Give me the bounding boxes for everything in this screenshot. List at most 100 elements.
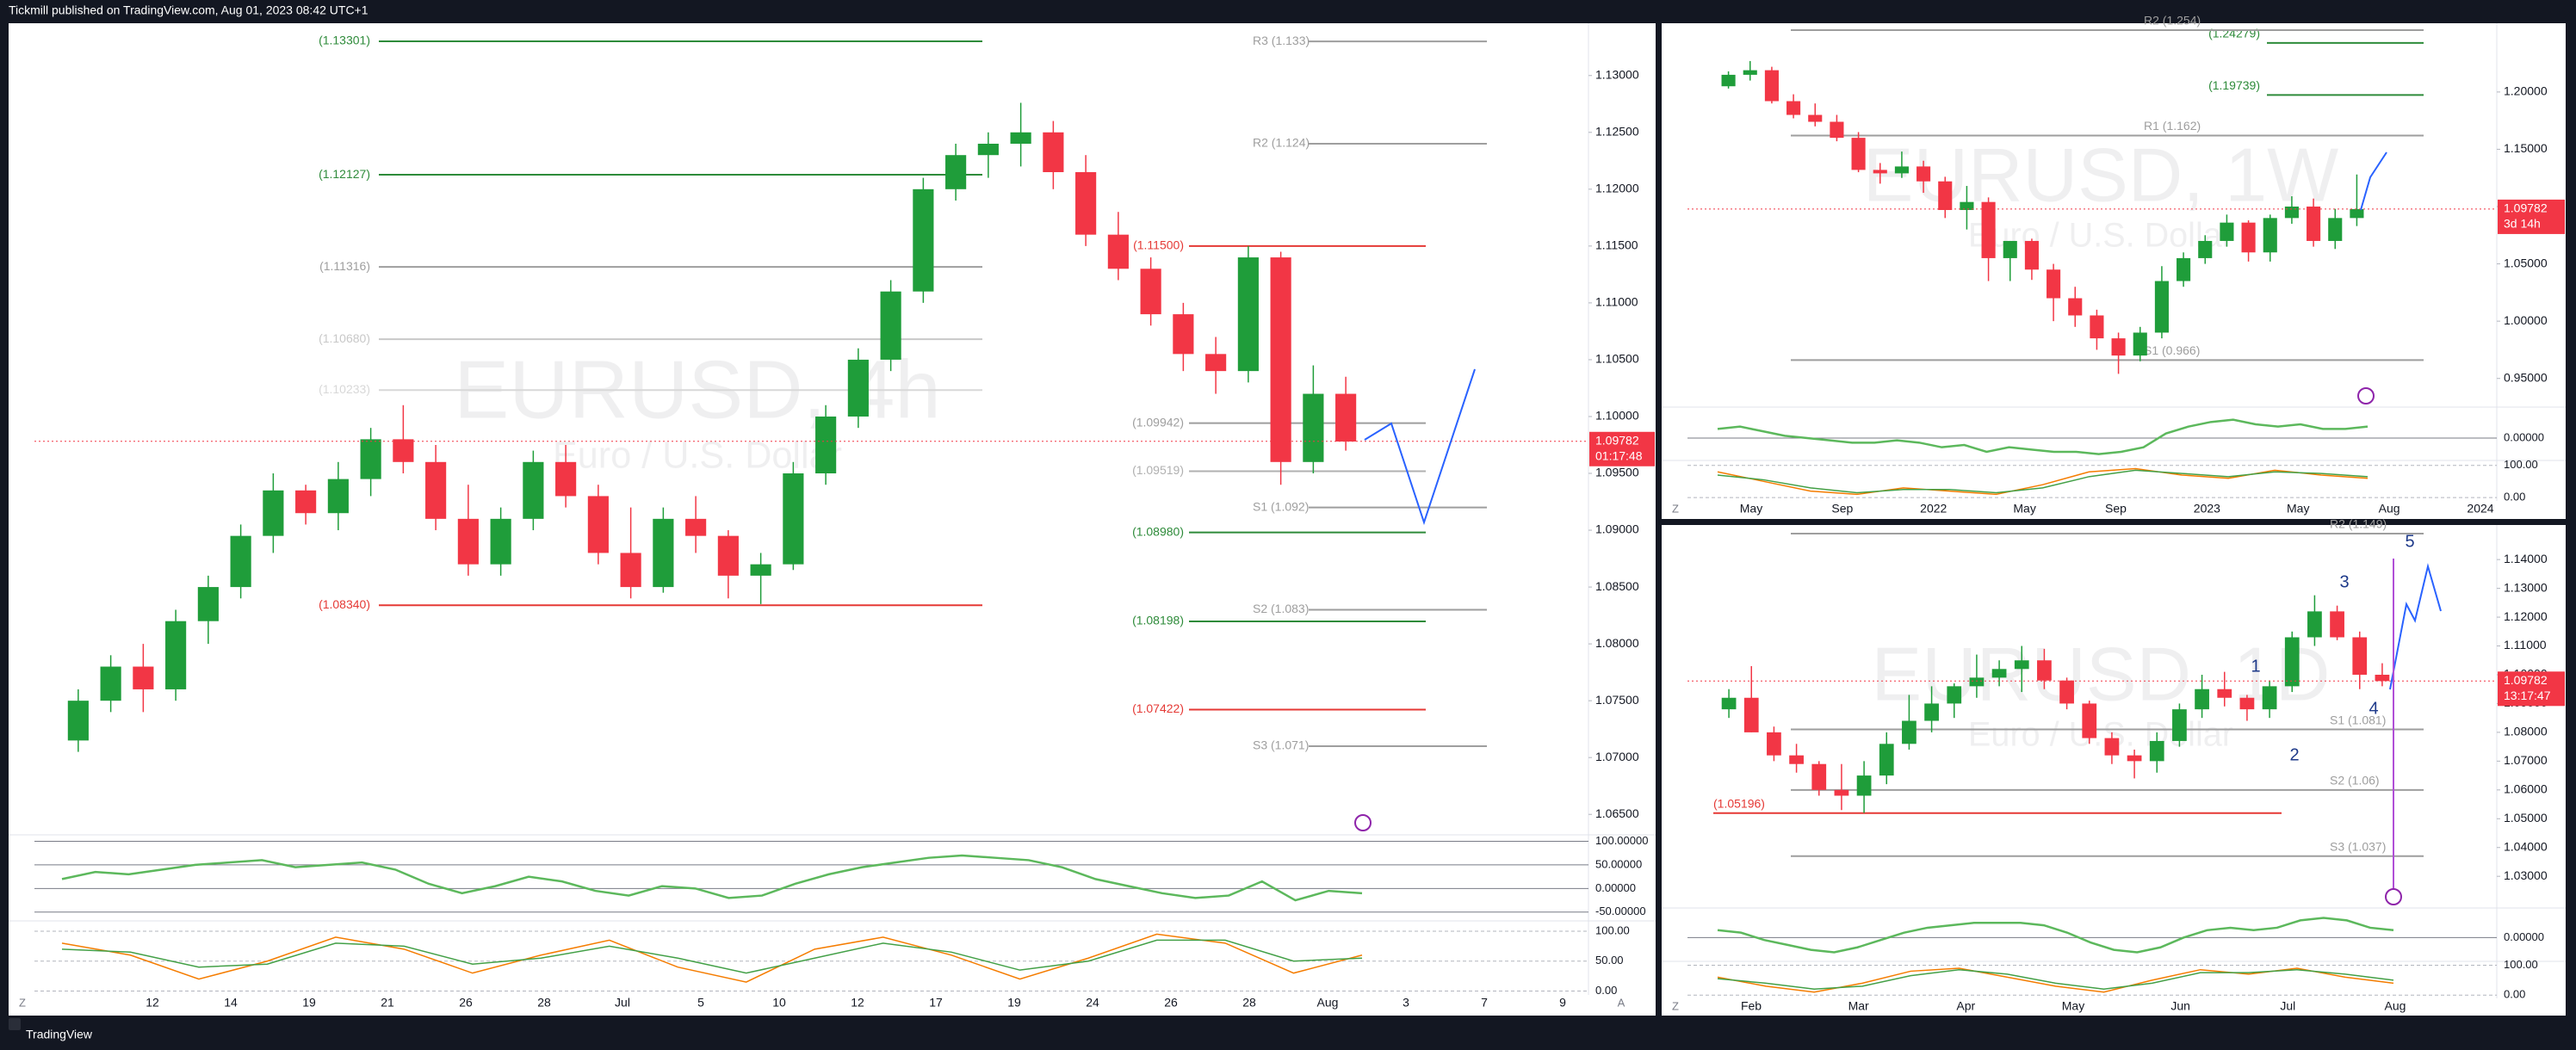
y-tick-label: 1.03000 — [2504, 868, 2548, 882]
candle-body — [1335, 393, 1357, 442]
candle-body — [2003, 240, 2017, 258]
candle-body — [263, 490, 284, 536]
price-tag — [2498, 671, 2565, 707]
candle-body — [717, 535, 739, 576]
oscillator-line — [1717, 917, 2394, 954]
y-tick-label: 1.08500 — [1595, 579, 1639, 593]
x-tick-label: 7 — [1481, 996, 1488, 1010]
event-icon[interactable] — [2357, 387, 2375, 405]
candle-body — [1767, 732, 1781, 756]
level-label: R1 (1.162) — [2144, 119, 2201, 133]
chart-layer: 1.13000 1.12500 1.12000 1.11500 1.11000 1.105… — [9, 23, 2566, 1013]
watermark-title: EURUSD, 1D — [1872, 631, 2331, 716]
candle-body — [2133, 332, 2147, 356]
scale-button[interactable]: Z — [1672, 502, 1679, 515]
candle-body — [1991, 669, 2007, 678]
candle-body — [457, 518, 479, 565]
y-tick-label: 1.11000 — [2504, 638, 2547, 652]
candle-body — [2014, 660, 2029, 670]
candle-body — [1879, 744, 1894, 776]
y-tick-label: 1.08000 — [2504, 725, 2548, 738]
x-tick-label: Sep — [1831, 502, 1853, 516]
price-tag-label: 1.09782 — [2504, 673, 2548, 687]
price-tag-label: 1.09782 — [2504, 201, 2548, 215]
candle-body — [913, 188, 934, 292]
candle-body — [1811, 763, 1827, 790]
candle-body — [197, 587, 219, 621]
candle-body — [1947, 686, 1962, 704]
candle-body — [1270, 257, 1291, 462]
stoch-tick-label: 0.00 — [1595, 984, 1617, 997]
candle-body — [1764, 70, 1779, 102]
scale-button[interactable]: Z — [19, 996, 26, 1009]
level-label: S1 (1.092) — [1253, 499, 1309, 513]
candle-body — [2239, 697, 2255, 710]
x-tick-label: Apr — [1956, 999, 1975, 1013]
candle-body — [1834, 789, 1849, 796]
x-tick-label: 5 — [697, 996, 704, 1010]
candle-body — [230, 535, 251, 588]
stoch-tick-label: 100.00 — [2504, 458, 2538, 471]
candle-body — [2307, 207, 2321, 241]
level-label: (1.08340) — [319, 597, 370, 611]
candle-body — [2047, 269, 2061, 299]
stoch-tick-label: 0.00 — [2504, 491, 2525, 503]
x-tick-label: May — [1740, 502, 1762, 516]
candle-body — [2352, 637, 2368, 675]
event-icon[interactable] — [2385, 888, 2402, 905]
x-tick-label: 19 — [1007, 996, 1021, 1010]
x-tick-label: May — [2013, 502, 2035, 516]
x-tick-label: Jun — [2170, 999, 2190, 1013]
candle-body — [1938, 181, 1953, 211]
x-tick-label: 2024 — [2467, 502, 2493, 516]
y-tick-label: 1.11000 — [1595, 295, 1638, 309]
candle-body — [1969, 677, 1985, 687]
scale-button[interactable]: A — [1618, 996, 1625, 1009]
event-icon[interactable] — [1354, 814, 1372, 831]
candle-body — [2284, 207, 2299, 219]
osc-tick-label: -50.00000 — [1595, 905, 1646, 917]
candle-body — [2059, 680, 2074, 704]
candle-body — [2024, 240, 2039, 270]
level-label: R3 (1.133) — [1253, 34, 1310, 47]
y-tick-label: 1.04000 — [2504, 839, 2548, 853]
candle-body — [67, 701, 89, 741]
x-tick-label: Jul — [615, 996, 630, 1010]
candle-body — [1894, 166, 1909, 174]
level-label: (1.24279) — [2208, 27, 2260, 40]
candle-body — [1830, 121, 1844, 139]
candle-body — [1107, 234, 1129, 269]
candle-body — [880, 291, 901, 360]
scale-button[interactable]: Z — [1672, 999, 1679, 1012]
stoch-tick-label: 100.00 — [2504, 958, 2538, 971]
x-tick-label: Mar — [1848, 999, 1869, 1013]
candle-body — [2241, 222, 2256, 253]
oscillator-line — [61, 854, 1363, 902]
candle-body — [2350, 208, 2364, 219]
osc-tick-label: 0.00000 — [1595, 881, 1636, 894]
candle-body — [2082, 703, 2097, 738]
level-label: (1.10680) — [319, 331, 370, 345]
level-label: S2 (1.06) — [2330, 774, 2380, 788]
candle-body — [1851, 138, 1866, 170]
watermark-subtitle: Euro / U.S. Dollar — [1968, 715, 2233, 753]
x-tick-label: 28 — [537, 996, 551, 1010]
stoch-line — [1717, 968, 2394, 991]
y-tick-label: 1.05000 — [2504, 811, 2548, 825]
candle-body — [165, 621, 187, 689]
x-tick-label: May — [2287, 502, 2309, 516]
candle-body — [2328, 218, 2343, 241]
candle-body — [1205, 354, 1227, 372]
x-tick-label: 10 — [772, 996, 786, 1010]
candle-body — [425, 461, 447, 519]
osc-tick-label: 0.00000 — [2504, 430, 2544, 443]
level-label: S1 (1.081) — [2330, 713, 2386, 726]
x-tick-label: May — [2062, 999, 2084, 1013]
level-label: (1.11316) — [319, 259, 370, 273]
x-tick-label: 12 — [146, 996, 159, 1010]
candle-body — [2149, 740, 2164, 762]
candle-body — [1808, 114, 1823, 122]
candle-body — [620, 553, 641, 588]
